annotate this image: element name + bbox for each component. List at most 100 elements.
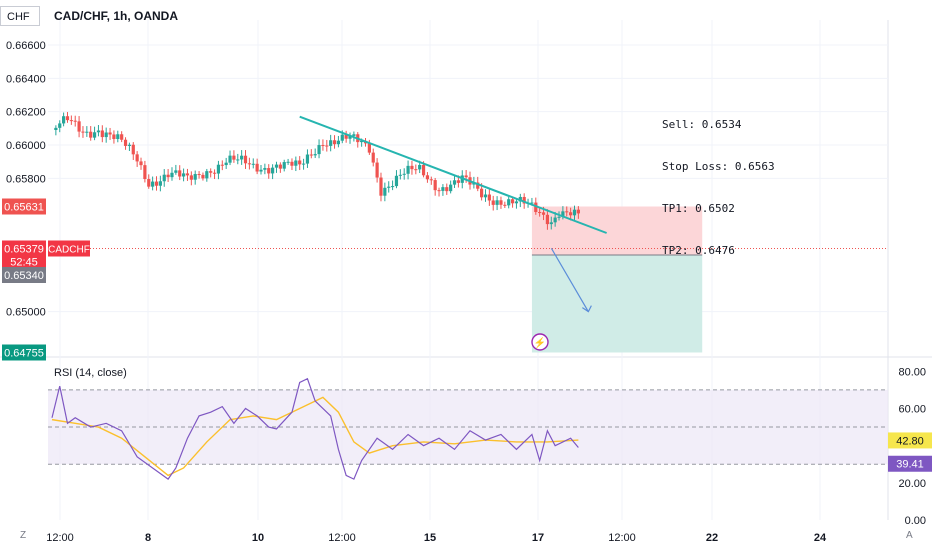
candle-body xyxy=(120,134,124,140)
entry-price-badge: 0.65340 xyxy=(4,270,44,282)
candle-body xyxy=(143,165,147,180)
candle-body xyxy=(139,161,143,166)
projection-arrow xyxy=(550,248,589,312)
candle-body xyxy=(193,174,197,180)
price-tick-label: 0.65800 xyxy=(6,173,46,185)
candle-body xyxy=(100,130,104,138)
candle-body xyxy=(456,180,460,183)
auto-scale-button[interactable]: A xyxy=(906,530,913,541)
entry-price-badge-bg xyxy=(2,267,46,283)
candle-body xyxy=(379,177,383,196)
candle-body xyxy=(441,187,445,191)
candle-body xyxy=(541,212,546,215)
candle-body xyxy=(514,201,519,204)
trade-line-sell: Sell: 0.6534 xyxy=(662,118,742,131)
candle-body xyxy=(410,165,414,170)
rsi-tick-label: 60.00 xyxy=(898,403,926,415)
candle-body xyxy=(344,134,348,139)
candle-body xyxy=(69,120,73,122)
candle-body xyxy=(398,174,402,176)
candle-body xyxy=(476,182,480,189)
candle-body xyxy=(166,174,170,178)
candle-body xyxy=(452,180,457,185)
candle-body xyxy=(135,154,139,162)
candle-body xyxy=(220,164,224,166)
candle-body xyxy=(387,186,391,188)
candle-body xyxy=(92,132,97,138)
symbol-badge-bg xyxy=(48,240,90,257)
candle-body xyxy=(518,196,522,202)
candle-body xyxy=(112,134,116,140)
candle-body xyxy=(336,140,341,145)
candle-body xyxy=(572,209,577,216)
time-tick-label: 12:00 xyxy=(328,532,356,544)
price-tick-label: 0.66600 xyxy=(6,40,46,52)
candle-body xyxy=(553,217,557,223)
candle-body xyxy=(433,180,437,191)
candle-body xyxy=(131,144,135,155)
take-profit-zone xyxy=(531,255,703,353)
candle-body xyxy=(96,130,101,133)
candle-body xyxy=(402,173,406,175)
candle-body xyxy=(62,116,66,124)
candle-body xyxy=(538,212,542,214)
candle-body xyxy=(487,194,491,201)
current-price-badge-bg xyxy=(2,240,46,270)
candle-body xyxy=(224,162,228,166)
candle-body xyxy=(499,200,503,205)
candle-body xyxy=(197,174,201,176)
candle-body xyxy=(352,134,356,136)
candle-body xyxy=(325,145,329,147)
candle-body xyxy=(317,145,321,155)
candle-body xyxy=(151,181,155,187)
time-tick-label: 10 xyxy=(252,532,264,544)
candle-body xyxy=(534,202,538,213)
candle-body xyxy=(406,165,410,174)
symbol-badge: CADCHF xyxy=(48,245,90,256)
candle-body xyxy=(394,175,399,187)
candle-body xyxy=(108,132,112,135)
candle-body xyxy=(158,181,162,186)
candle-body xyxy=(85,131,89,133)
stop-price-badge: 0.65631 xyxy=(4,202,44,214)
candle-body xyxy=(383,187,387,196)
stop-price-badge-bg xyxy=(2,198,46,215)
time-tick-label: 22 xyxy=(706,532,718,544)
candle-body xyxy=(170,172,174,178)
trade-annotation: Sell: 0.6534 Stop Loss: 0.6563 TP1: 0.65… xyxy=(662,90,775,272)
candle-body xyxy=(549,222,553,225)
candle-body xyxy=(263,168,267,170)
trade-line-tp2: TP2: 0.6476 xyxy=(662,244,735,257)
candle-body xyxy=(251,163,255,165)
candle-body xyxy=(576,209,580,214)
timezone-button[interactable]: Z xyxy=(20,530,27,541)
candle-body xyxy=(421,164,426,176)
candle-body xyxy=(298,160,302,165)
candle-body xyxy=(375,162,379,178)
event-marker-icon xyxy=(531,333,549,351)
rsi-tick-label: 0.00 xyxy=(905,515,926,527)
time-tick-label: 17 xyxy=(532,532,544,544)
candle-body xyxy=(557,216,561,218)
candle-body xyxy=(247,163,251,165)
candle-body xyxy=(81,131,85,133)
trade-line-tp1: TP1: 0.6502 xyxy=(662,202,735,215)
candle-body xyxy=(294,160,298,166)
currency-selector[interactable]: CHF xyxy=(0,6,40,26)
candle-body xyxy=(259,169,263,172)
candle-body xyxy=(255,163,259,172)
candle-body xyxy=(561,211,565,217)
rsi-label: RSI (14, close) xyxy=(54,367,127,379)
candle-body xyxy=(116,134,120,140)
candle-body xyxy=(77,121,81,132)
time-tick-label: 12:00 xyxy=(46,532,74,544)
candle-body xyxy=(212,172,217,174)
candle-body xyxy=(286,161,290,163)
candle-body xyxy=(127,144,132,146)
candle-body xyxy=(545,214,550,225)
candle-body xyxy=(329,140,333,146)
candle-body xyxy=(73,120,77,122)
target-price-badge-bg xyxy=(2,344,46,361)
candle-body xyxy=(301,163,306,165)
